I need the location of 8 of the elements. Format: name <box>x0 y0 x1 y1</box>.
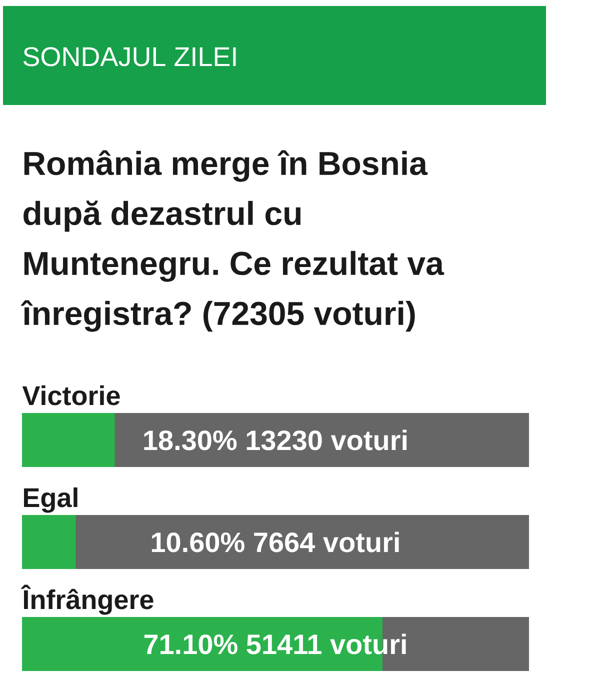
data-label: 71.10% 51411 voturi <box>144 634 406 654</box>
chart-title: SONDAJUL ZILEI <box>23 47 236 66</box>
data-label: 18.30% 13230 voturi <box>144 430 407 450</box>
chart-subtitle: România merge în Bosnia după dezastrul cu Muntenegru. Ce rezultat va înregistra? (72305 voturi) <box>20 150 444 332</box>
data-label: 10.60% 7664 voturi <box>152 532 399 552</box>
y-tick-label: Înfrângere <box>21 584 154 615</box>
y-tick-label: Egal <box>24 487 78 513</box>
y-tick-label: Victorie <box>22 385 120 406</box>
